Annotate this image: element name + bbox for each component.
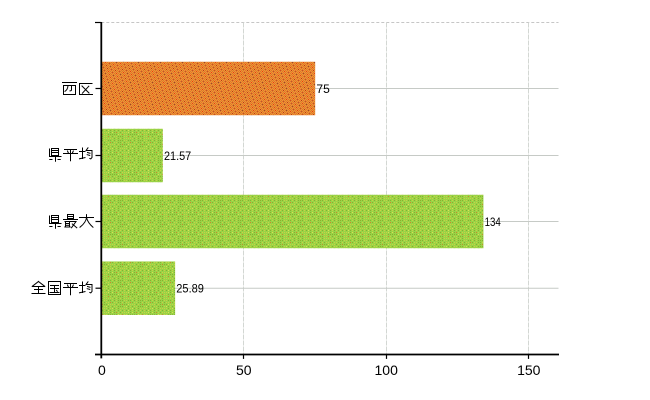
svg-text:134: 134 xyxy=(485,215,501,229)
svg-text:150: 150 xyxy=(517,362,541,378)
svg-text:25.89: 25.89 xyxy=(176,282,204,296)
svg-text:21.57: 21.57 xyxy=(164,149,191,163)
svg-text:50: 50 xyxy=(236,362,252,378)
svg-text:75: 75 xyxy=(316,82,330,96)
svg-text:0: 0 xyxy=(98,362,106,378)
svg-text:100: 100 xyxy=(375,362,399,378)
